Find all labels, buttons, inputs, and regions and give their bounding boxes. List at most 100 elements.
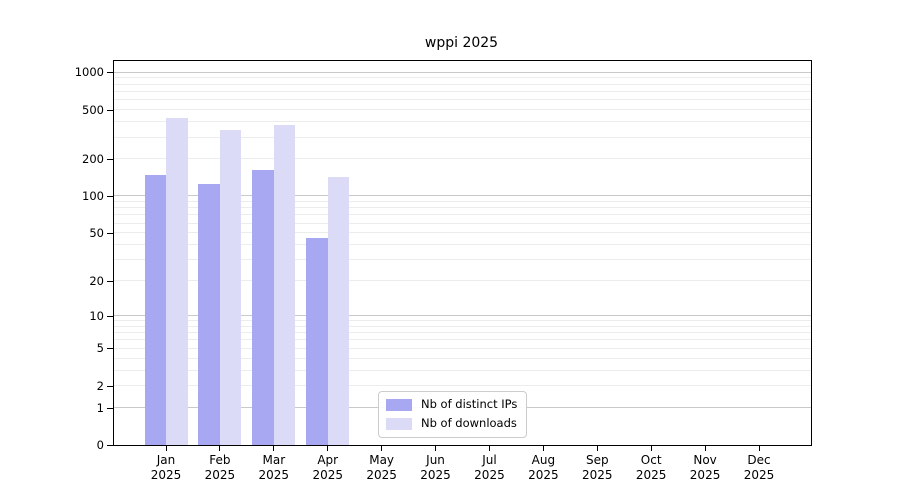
gridline-minor: [114, 201, 811, 203]
x-tick-label: Jan 2025: [134, 453, 198, 482]
gridline-minor: [114, 83, 811, 85]
x-tick-label: Feb 2025: [188, 453, 252, 482]
x-tick-label-line: Feb: [209, 453, 231, 467]
y-tick-label: 5: [96, 341, 104, 356]
plot-area: Nb of distinct IPs Nb of downloads: [113, 60, 812, 446]
x-tick-label-line: Jan: [156, 453, 176, 467]
y-tick-mark: [107, 72, 113, 74]
x-tick-label-line: 2025: [204, 467, 236, 482]
y-tick-label: 100: [82, 188, 104, 203]
bar-distinct-ips-jan: [144, 174, 166, 445]
bar-distinct-ips-mar: [252, 170, 274, 445]
y-tick-mark: [107, 348, 113, 350]
x-tick-label-line: Mar: [262, 453, 286, 467]
gridline-minor: [114, 77, 811, 79]
x-tick-mark: [327, 446, 329, 451]
x-tick-label: Nov 2025: [673, 453, 737, 482]
y-tick-mark: [107, 280, 113, 282]
x-tick-label-line: Aug: [531, 453, 556, 467]
y-tick-mark: [107, 385, 113, 387]
x-tick-label-line: Jun: [426, 453, 445, 467]
x-tick-label: Jul 2025: [457, 453, 521, 482]
x-tick-label: May 2025: [350, 453, 414, 482]
gridline-minor: [114, 369, 811, 371]
bar-downloads-apr: [327, 177, 350, 445]
x-tick-label-line: 2025: [474, 467, 505, 482]
y-tick-mark: [107, 109, 113, 111]
legend-item: Nb of downloads: [386, 416, 517, 431]
gridline-minor: [114, 222, 811, 224]
x-tick-label: Mar 2025: [242, 453, 306, 482]
x-tick-label-line: 2025: [150, 467, 182, 482]
gridline-minor: [114, 90, 811, 92]
x-tick-label-line: May: [369, 453, 395, 467]
gridline-minor: [114, 325, 811, 327]
x-tick-label-line: Dec: [747, 453, 771, 467]
x-tick-label: Sep 2025: [565, 453, 629, 482]
y-tick-label: 2: [96, 378, 104, 393]
legend-swatch: [386, 417, 412, 430]
bar-downloads-jan: [166, 118, 188, 445]
x-tick-mark: [488, 446, 490, 451]
y-tick-label: 0: [96, 438, 104, 452]
y-tick-mark: [107, 158, 113, 160]
y-tick-label: 200: [82, 151, 104, 166]
x-tick-mark: [650, 446, 652, 451]
legend-label: Nb of distinct IPs: [421, 397, 518, 411]
x-tick-mark: [596, 446, 598, 451]
gridline-minor: [114, 214, 811, 216]
x-tick-label-line: 2025: [366, 467, 397, 482]
x-tick-label-line: 2025: [689, 467, 721, 482]
bar-distinct-ips-apr: [306, 238, 328, 445]
legend-item: Nb of distinct IPs: [386, 397, 517, 412]
x-tick-mark: [273, 446, 275, 451]
gridline-minor: [114, 121, 811, 123]
gridline-minor: [114, 339, 811, 341]
x-tick-mark: [758, 446, 760, 451]
gridline-minor: [114, 136, 811, 138]
x-tick-mark: [704, 446, 706, 451]
gridline-major: [114, 315, 811, 317]
x-tick-label-line: 2025: [528, 467, 559, 482]
x-tick-mark: [219, 446, 221, 451]
y-tick-mark: [107, 407, 113, 409]
gridline-minor: [114, 232, 811, 234]
legend-swatch: [386, 398, 412, 411]
y-tick-label: 1: [96, 400, 104, 415]
gridline-minor: [114, 207, 811, 209]
y-tick-mark: [107, 315, 113, 317]
x-tick-label-line: 2025: [258, 467, 290, 482]
gridline-minor: [114, 357, 811, 359]
x-tick-label: Jun 2025: [404, 453, 468, 482]
x-tick-label: Dec 2025: [727, 453, 791, 482]
gridline-major: [114, 71, 811, 73]
x-tick-label: Oct 2025: [619, 453, 683, 482]
x-tick-mark: [435, 446, 437, 451]
gridline-minor: [114, 259, 811, 261]
chart-title: wppi 2025: [424, 35, 499, 51]
x-tick-label-line: 2025: [312, 467, 343, 482]
bar-distinct-ips-feb: [198, 184, 220, 445]
gridline-minor: [114, 158, 811, 160]
y-tick-label: 500: [82, 102, 104, 117]
x-tick-label-line: 2025: [420, 467, 451, 482]
x-tick-label-line: 2025: [743, 467, 775, 482]
y-tick-label: 1000: [74, 65, 104, 80]
gridline-minor: [114, 320, 811, 322]
x-tick-label: Aug 2025: [511, 453, 575, 482]
x-tick-label-line: 2025: [635, 467, 667, 482]
x-tick-label-line: Apr: [317, 453, 339, 467]
y-tick-mark: [107, 195, 113, 197]
x-tick-mark: [165, 446, 167, 451]
gridline-minor: [114, 280, 811, 282]
gridline-minor: [114, 385, 811, 387]
x-tick-label-line: Oct: [640, 453, 662, 467]
x-tick-label-line: Jul: [482, 453, 497, 467]
gridline-minor: [114, 347, 811, 349]
x-tick-mark: [381, 446, 383, 451]
y-tick-mark: [107, 232, 113, 234]
x-tick-label-line: Sep: [585, 453, 609, 467]
x-tick-label: Apr 2025: [296, 453, 360, 482]
y-tick-label: 20: [89, 273, 104, 288]
